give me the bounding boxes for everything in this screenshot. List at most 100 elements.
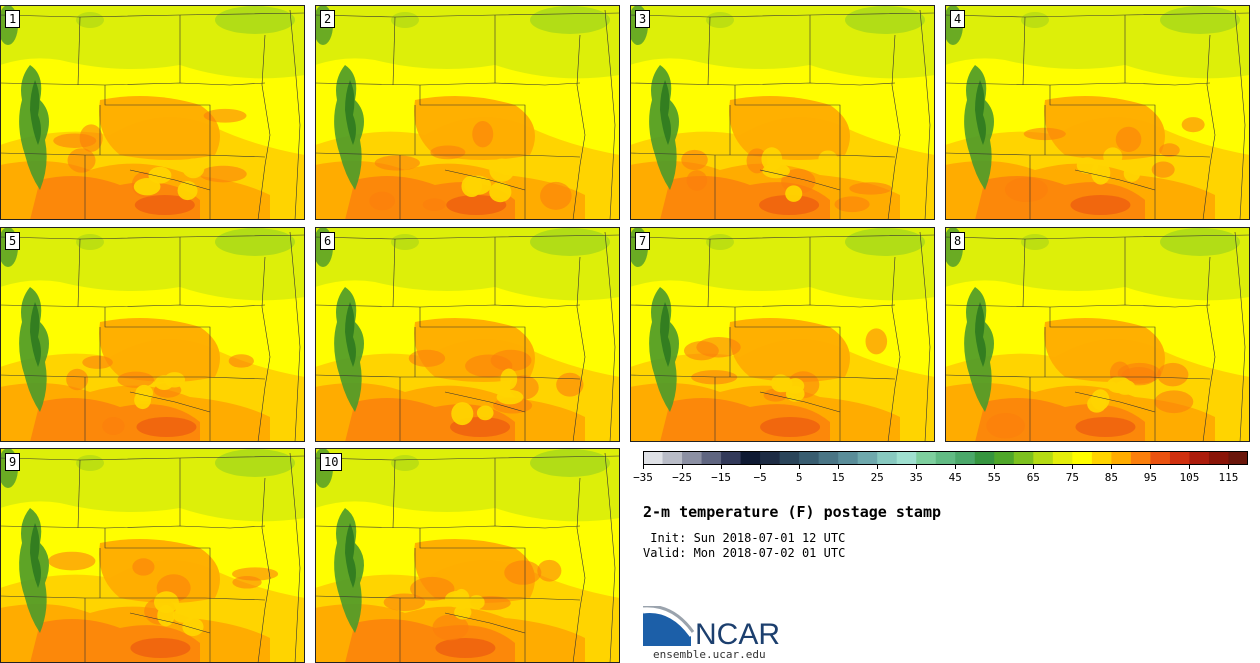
colorbar-tick-label: 15 bbox=[831, 471, 845, 484]
site-url: ensemble.ucar.edu bbox=[653, 648, 766, 661]
colorbar-tick-label: −5 bbox=[753, 471, 767, 484]
colorbar-tick bbox=[682, 465, 684, 469]
colorbar-tick-label: 25 bbox=[870, 471, 884, 484]
colorbar-tick bbox=[955, 465, 957, 469]
temperature-map bbox=[0, 227, 305, 442]
colorbar-bin bbox=[779, 451, 800, 465]
colorbar-bin bbox=[740, 451, 761, 465]
colorbar-bin bbox=[721, 451, 742, 465]
colorbar-tick bbox=[916, 465, 918, 469]
colorbar-bin bbox=[1111, 451, 1132, 465]
member-panel-5: 5 bbox=[0, 227, 305, 442]
colorbar-bin bbox=[1228, 451, 1248, 465]
colorbar-bin bbox=[896, 451, 917, 465]
temperature-map bbox=[945, 5, 1250, 220]
member-panel-10: 10 bbox=[315, 448, 620, 663]
member-label: 3 bbox=[635, 10, 651, 28]
logo-text: NCAR bbox=[695, 618, 780, 651]
colorbar-tick bbox=[994, 465, 996, 469]
colorbar-bin bbox=[799, 451, 820, 465]
member-label: 5 bbox=[5, 232, 21, 250]
colorbar-tick bbox=[1072, 465, 1074, 469]
member-label: 9 bbox=[5, 453, 21, 471]
colorbar-bin bbox=[877, 451, 898, 465]
colorbar-bin bbox=[916, 451, 937, 465]
colorbar-bin bbox=[1208, 451, 1229, 465]
colorbar-tick bbox=[760, 465, 762, 469]
temperature-map bbox=[0, 5, 305, 220]
colorbar-bin bbox=[1091, 451, 1112, 465]
colorbar-bin bbox=[994, 451, 1015, 465]
colorbar-tick-label: −15 bbox=[711, 471, 731, 484]
colorbar-bin bbox=[818, 451, 839, 465]
colorbar-tick-labels: −35 −25 −15 −5 5 15 25 35 45 55 65 75 85 95 105 115 bbox=[633, 465, 1248, 485]
member-label: 7 bbox=[635, 232, 651, 250]
colorbar-tick-label: −25 bbox=[672, 471, 692, 484]
colorbar-tick bbox=[877, 465, 879, 469]
colorbar-tick bbox=[643, 465, 644, 469]
colorbar-tick bbox=[838, 465, 840, 469]
colorbar-tick-label: 75 bbox=[1065, 471, 1079, 484]
member-panel-4: 4 bbox=[945, 5, 1250, 220]
colorbar-bin bbox=[662, 451, 683, 465]
colorbar-tick-label: 65 bbox=[1026, 471, 1040, 484]
colorbar-tick bbox=[1189, 465, 1191, 469]
member-label: 6 bbox=[320, 232, 336, 250]
init-time: Init: Sun 2018-07-01 12 UTC bbox=[643, 531, 846, 545]
colorbar-bin bbox=[1189, 451, 1210, 465]
temperature-map bbox=[0, 448, 305, 663]
colorbar-bin bbox=[1033, 451, 1054, 465]
temperature-map bbox=[945, 227, 1250, 442]
member-panel-6: 6 bbox=[315, 227, 620, 442]
temperature-map bbox=[315, 227, 620, 442]
colorbar-tick-label: 45 bbox=[948, 471, 962, 484]
colorbar-tick bbox=[799, 465, 801, 469]
colorbar-tick-label: 105 bbox=[1179, 471, 1200, 484]
colorbar-tick-label: 95 bbox=[1143, 471, 1158, 484]
member-label: 4 bbox=[950, 10, 966, 28]
colorbar-bin bbox=[1072, 451, 1093, 465]
colorbar-bin bbox=[935, 451, 956, 465]
member-panel-3: 3 bbox=[630, 5, 935, 220]
colorbar-bin bbox=[1150, 451, 1171, 465]
member-label: 2 bbox=[320, 10, 336, 28]
valid-time: Valid: Mon 2018-07-02 01 UTC bbox=[643, 546, 846, 560]
colorbar-bin bbox=[857, 451, 878, 465]
temperature-map bbox=[315, 448, 620, 663]
member-label: 1 bbox=[5, 10, 21, 28]
member-panel-8: 8 bbox=[945, 227, 1250, 442]
colorbar-bin bbox=[1130, 451, 1151, 465]
colorbar-tick-label: 115 bbox=[1218, 471, 1239, 484]
colorbar-bin bbox=[701, 451, 722, 465]
colorbar-bin bbox=[1169, 451, 1190, 465]
colorbar-bin bbox=[760, 451, 781, 465]
colorbar-tick bbox=[1150, 465, 1152, 469]
colorbar-bin bbox=[682, 451, 703, 465]
colorbar-tick-label: 55 bbox=[987, 471, 1001, 484]
temperature-map bbox=[315, 5, 620, 220]
colorbar-tick-label: 5 bbox=[795, 471, 803, 484]
ncar-logo: NCAR bbox=[643, 606, 780, 651]
colorbar-bin bbox=[1052, 451, 1073, 465]
member-panel-2: 2 bbox=[315, 5, 620, 220]
colorbar-tick bbox=[1111, 465, 1113, 469]
member-panel-7: 7 bbox=[630, 227, 935, 442]
colorbar-bin bbox=[838, 451, 859, 465]
plot-title: 2-m temperature (F) postage stamp bbox=[643, 503, 942, 521]
colorbar-tick bbox=[1228, 465, 1230, 469]
colorbar-bin bbox=[974, 451, 995, 465]
colorbar-tick bbox=[1033, 465, 1035, 469]
colorbar-bin bbox=[643, 451, 664, 465]
colorbar-bin bbox=[955, 451, 976, 465]
temperature-map bbox=[630, 227, 935, 442]
colorbar-tick-label: −35 bbox=[633, 471, 653, 484]
member-panel-9: 9 bbox=[0, 448, 305, 663]
colorbar-tick-label: 35 bbox=[909, 471, 923, 484]
colorbar-tick-label: 85 bbox=[1104, 471, 1118, 484]
colorbar-bin bbox=[1013, 451, 1034, 465]
colorbar-tick bbox=[721, 465, 723, 469]
member-label: 10 bbox=[320, 453, 343, 471]
temperature-colorbar bbox=[643, 451, 1248, 465]
member-panel-1: 1 bbox=[0, 5, 305, 220]
member-label: 8 bbox=[950, 232, 966, 250]
